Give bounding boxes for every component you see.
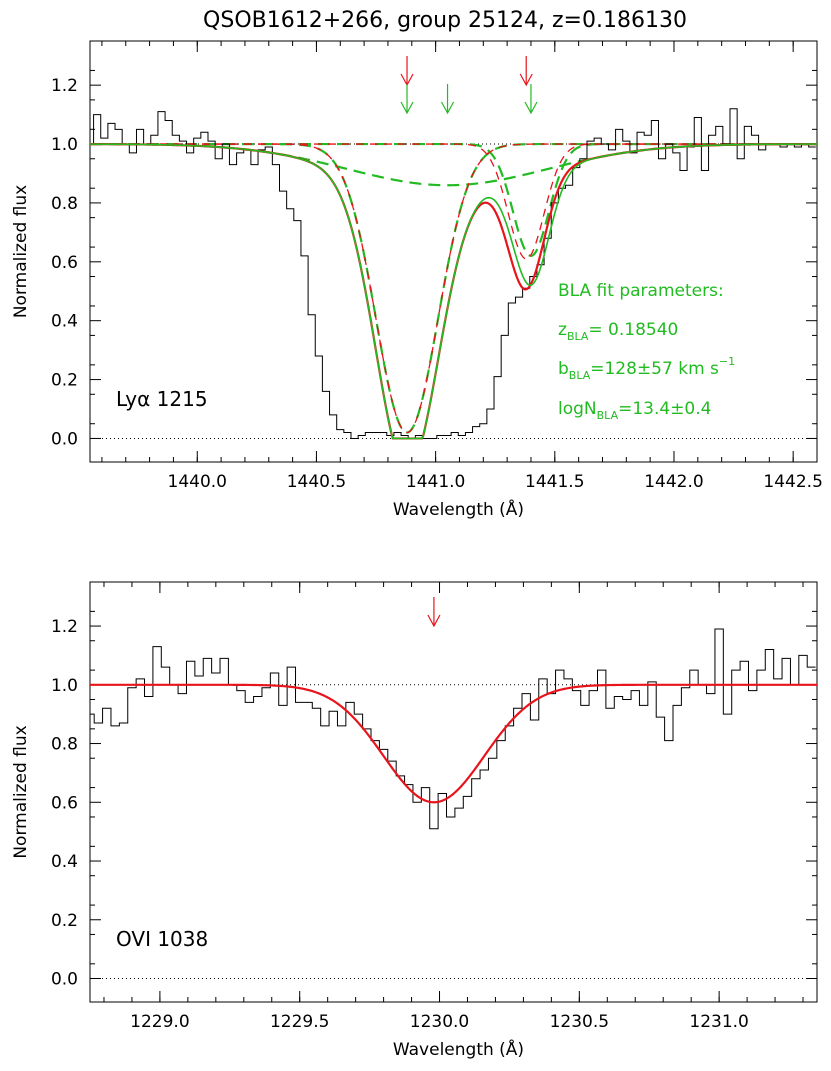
bla-fit-parameters: BLA fit parameters: zBLA= 0.18540 bBLA=1… <box>558 281 735 422</box>
y-tick-label: 1.0 <box>51 135 78 155</box>
green-component-arrow-head <box>441 101 455 115</box>
red-component-arrow-head <box>519 73 533 87</box>
y-tick-label: 1.2 <box>51 617 78 637</box>
y-tick-label: 0.0 <box>51 970 78 990</box>
green-dashed-component <box>90 142 817 187</box>
green-component-arrow <box>441 84 455 115</box>
transition-label: OVI 1038 <box>116 927 208 951</box>
x-tick-label: 1229.5 <box>270 1012 329 1032</box>
y-axis-label: Normalized flux <box>11 725 31 858</box>
x-tick-label: 1230.5 <box>550 1012 609 1032</box>
y-tick-label: 0.8 <box>51 735 78 755</box>
fit-logn: logNBLA=13.4±0.4 <box>558 399 711 422</box>
x-axis-label: Wavelength (Å) <box>393 1038 524 1060</box>
red-component-arrow <box>427 597 441 628</box>
y-tick-label: 0.6 <box>51 253 78 273</box>
y-tick-label: 1.2 <box>51 76 78 96</box>
x-tick-label: 1230.0 <box>410 1012 469 1032</box>
red-total-model <box>90 683 817 804</box>
x-tick-label: 1440.5 <box>287 472 346 492</box>
y-tick-label: 0.8 <box>51 194 78 214</box>
red-component-arrow-head <box>427 614 441 628</box>
green-total-model <box>90 143 817 440</box>
fit-b: bBLA=128±57 km s−1 <box>558 355 735 382</box>
x-tick-label: 1231.0 <box>689 1012 748 1032</box>
y-axis-label: Normalized flux <box>11 185 31 318</box>
fit-z: zBLA= 0.18540 <box>558 320 678 343</box>
fit-heading: BLA fit parameters: <box>558 281 724 301</box>
x-tick-label: 1440.0 <box>168 472 227 492</box>
green-component-arrow-head <box>524 101 538 115</box>
x-tick-label: 1441.0 <box>406 472 465 492</box>
plot-frame <box>89 581 818 1003</box>
plot-frame <box>89 40 818 463</box>
transition-label: Lyα 1215 <box>116 387 208 411</box>
green-component-arrow-head <box>400 101 414 115</box>
x-tick-label: 1229.0 <box>130 1012 189 1032</box>
y-tick-label: 0.4 <box>51 852 78 872</box>
green-component-arrow <box>400 84 414 115</box>
y-tick-label: 0.0 <box>51 429 78 449</box>
x-tick-label: 1442.5 <box>763 472 822 492</box>
y-tick-label: 1.0 <box>51 676 78 696</box>
red-component-arrow <box>400 56 414 87</box>
y-tick-label: 0.4 <box>51 312 78 332</box>
x-axis-label: Wavelength (Å) <box>393 498 524 520</box>
x-tick-label: 1441.5 <box>525 472 584 492</box>
red-dashed-component <box>90 143 817 260</box>
x-tick-label: 1442.0 <box>644 472 703 492</box>
observed-flux-histogram <box>90 628 816 830</box>
y-tick-label: 0.2 <box>51 911 78 931</box>
green-dashed-component <box>90 142 817 258</box>
plot-area <box>90 108 817 440</box>
red-component-arrow <box>519 56 533 87</box>
ovi-panel: 0.0 0.2 0.4 0.6 0.8 1.0 1.2 1229.0 1229.5 1230.0 1… <box>11 581 818 1060</box>
plot-area <box>90 628 817 830</box>
figure-title: QSOB1612+266, group 25124, z=0.186130 <box>203 8 687 33</box>
y-tick-label: 0.6 <box>51 793 78 813</box>
y-tick-label: 0.2 <box>51 371 78 391</box>
lya-panel: 0.0 0.2 0.4 0.6 0.8 1.0 1.2 1440.0 1440.5 1441.0 1… <box>11 40 823 520</box>
green-component-arrow <box>524 84 538 115</box>
